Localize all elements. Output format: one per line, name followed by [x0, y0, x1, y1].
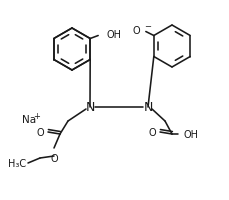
- Text: O: O: [50, 153, 58, 163]
- Text: N: N: [85, 101, 95, 114]
- Text: OH: OH: [184, 129, 199, 139]
- Text: −: −: [144, 22, 151, 31]
- Text: Na: Na: [22, 114, 36, 124]
- Text: N: N: [143, 101, 153, 114]
- Text: O: O: [36, 127, 44, 137]
- Text: H₃C: H₃C: [8, 158, 26, 168]
- Text: OH: OH: [106, 30, 121, 40]
- Text: O: O: [132, 26, 140, 36]
- Text: +: +: [33, 112, 40, 121]
- Text: O: O: [148, 127, 156, 137]
